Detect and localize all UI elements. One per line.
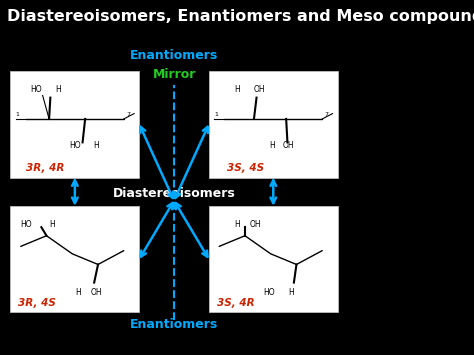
Text: 3R, 4R: 3R, 4R (26, 163, 64, 173)
Text: OH: OH (254, 85, 265, 94)
Text: 1: 1 (16, 112, 19, 117)
Text: OH: OH (91, 288, 102, 297)
Text: H: H (269, 141, 275, 150)
Text: Mirror: Mirror (152, 68, 196, 81)
Text: HO: HO (30, 85, 42, 94)
Text: H: H (235, 85, 240, 94)
Text: Enantiomers: Enantiomers (130, 49, 218, 61)
Text: H: H (93, 141, 99, 150)
Text: Diastereoisomers, Enantiomers and Meso compounds: Diastereoisomers, Enantiomers and Meso c… (7, 9, 474, 24)
Text: 7: 7 (325, 112, 329, 117)
Text: HO: HO (21, 220, 32, 229)
Text: H: H (49, 220, 55, 229)
Text: Diastereoisomers: Diastereoisomers (113, 187, 236, 200)
Text: OH: OH (283, 141, 294, 150)
Bar (10, 71, 139, 178)
Text: H: H (289, 288, 294, 297)
Text: HO: HO (70, 141, 82, 150)
Text: H: H (55, 85, 61, 94)
Bar (10, 206, 139, 312)
Bar (209, 71, 337, 178)
Text: 1: 1 (214, 112, 218, 117)
Text: 3S, 4R: 3S, 4R (217, 298, 254, 308)
Text: 7: 7 (127, 112, 130, 117)
Text: H: H (75, 288, 81, 297)
Text: 3S, 4S: 3S, 4S (227, 163, 264, 173)
Text: OH: OH (250, 220, 262, 229)
Bar (209, 206, 337, 312)
Text: 3R, 4S: 3R, 4S (18, 298, 56, 308)
Text: HO: HO (263, 288, 274, 297)
Text: Enantiomers: Enantiomers (130, 318, 218, 331)
Text: H: H (235, 220, 240, 229)
